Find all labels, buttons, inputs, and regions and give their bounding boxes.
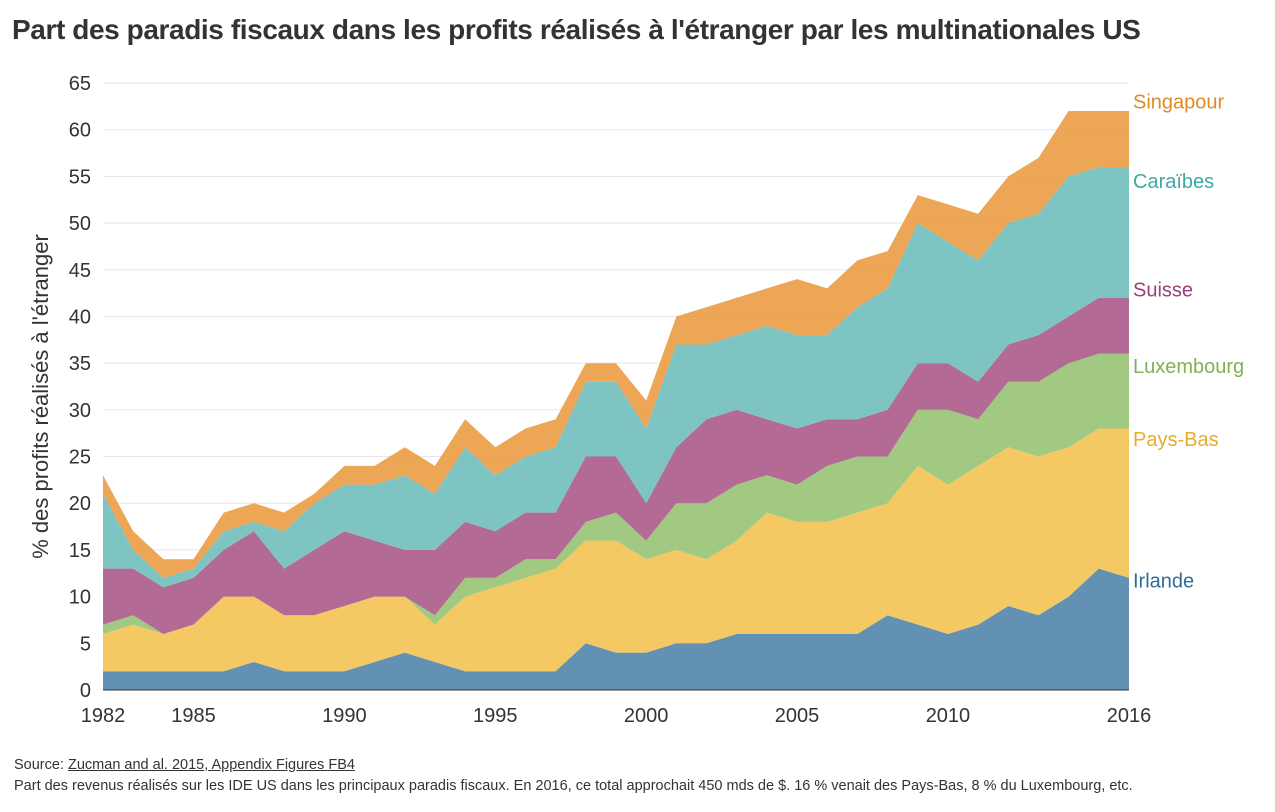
- x-tick-label-1990: 1990: [322, 705, 367, 727]
- x-tick-label-2010: 2010: [926, 705, 971, 727]
- x-tick-label-2000: 2000: [624, 705, 669, 727]
- series-label-caraibes: Caraïbes: [1133, 171, 1214, 193]
- series-label-pays-bas: Pays-Bas: [1133, 429, 1219, 451]
- y-tick-label-30: 30: [69, 400, 91, 422]
- y-tick-label-20: 20: [69, 493, 91, 515]
- y-tick-label-25: 25: [69, 447, 91, 469]
- y-tick-label-5: 5: [80, 633, 91, 655]
- series-label-luxembourg: Luxembourg: [1133, 356, 1244, 378]
- x-tick-label-1995: 1995: [473, 705, 518, 727]
- source-link[interactable]: Zucman and al. 2015, Appendix Figures FB…: [68, 757, 355, 773]
- chart-title: Part des paradis fiscaux dans les profit…: [12, 14, 1141, 45]
- y-axis-ticks: 0 5 10 15 20 25 30 35 40 45 50 55 60 65: [69, 73, 91, 702]
- series-label-singapour: Singapour: [1133, 92, 1225, 114]
- series-label-irlande: Irlande: [1133, 571, 1194, 593]
- footnote: Part des revenus réalisés sur les IDE US…: [14, 778, 1133, 794]
- x-tick-label-1985: 1985: [171, 705, 216, 727]
- y-tick-label-35: 35: [69, 353, 91, 375]
- stacked-areas: [103, 111, 1129, 691]
- area-pays-bas: [103, 428, 1129, 672]
- x-tick-label-2005: 2005: [775, 705, 820, 727]
- x-axis-ticks: 1982 1985 1990 1995 2000 2005 2010 2016: [81, 705, 1152, 727]
- source-prefix: Source:: [14, 757, 68, 773]
- y-tick-label-55: 55: [69, 166, 91, 188]
- series-labels: Irlande Pays-Bas Luxembourg Suisse Caraïbes S…: [1133, 92, 1244, 593]
- series-label-suisse: Suisse: [1133, 279, 1193, 301]
- y-tick-label-15: 15: [69, 540, 91, 562]
- x-tick-label-2016: 2016: [1107, 705, 1152, 727]
- x-tick-label-1982: 1982: [81, 705, 126, 727]
- area-suisse: [103, 297, 1129, 634]
- y-tick-label-60: 60: [69, 120, 91, 142]
- y-tick-label-0: 0: [80, 680, 91, 702]
- y-tick-label-40: 40: [69, 306, 91, 328]
- y-axis-title: % des profits réalisés à l'étranger: [28, 234, 53, 559]
- area-irlande: [103, 568, 1129, 690]
- source-line: Source: Zucman and al. 2015, Appendix Fi…: [14, 757, 355, 773]
- area-luxembourg: [103, 353, 1129, 634]
- y-tick-label-50: 50: [69, 213, 91, 235]
- y-tick-label-65: 65: [69, 73, 91, 95]
- y-tick-label-45: 45: [69, 260, 91, 282]
- y-tick-label-10: 10: [69, 587, 91, 609]
